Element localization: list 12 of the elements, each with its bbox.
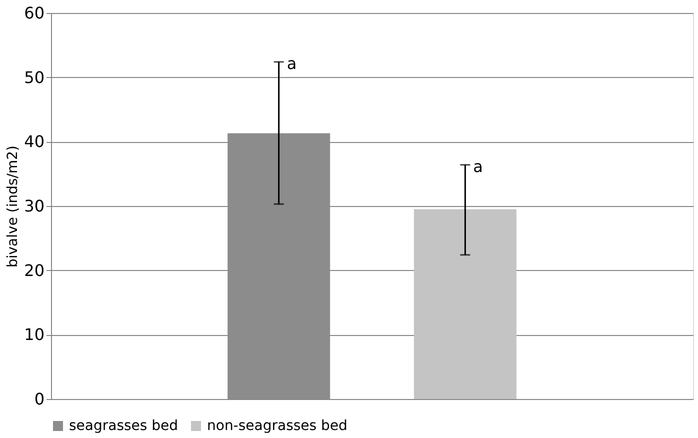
y-tick-label: 60 <box>24 4 44 22</box>
y-tick-label: 40 <box>24 132 44 152</box>
y-axis-title: bivalve (inds/m2) <box>5 145 22 268</box>
y-tick-label: 0 <box>34 390 44 408</box>
annotation: a <box>286 54 297 73</box>
legend-label: seagrasses bed <box>69 418 178 434</box>
annotation: a <box>473 156 483 176</box>
legend-label: non-seagrasses bed <box>207 418 348 434</box>
y-tick-label: 50 <box>24 68 44 87</box>
y-tick-label: 10 <box>24 325 44 344</box>
y-tick-label: 30 <box>24 196 44 216</box>
y-tick-label: 20 <box>24 260 44 280</box>
